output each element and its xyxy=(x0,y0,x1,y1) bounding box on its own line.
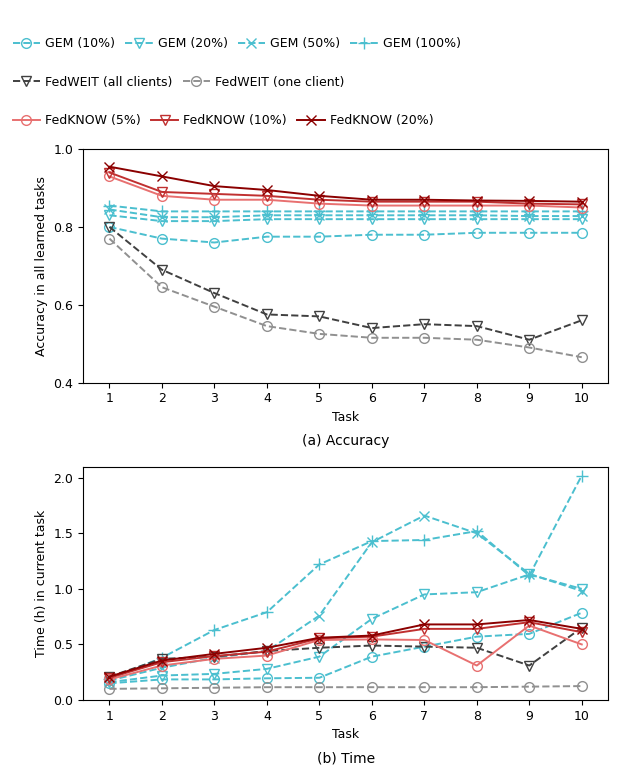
Y-axis label: Accuracy in all learned tasks: Accuracy in all learned tasks xyxy=(35,176,48,356)
Text: (b) Time: (b) Time xyxy=(317,751,374,765)
Legend: FedKNOW (5%), FedKNOW (10%), FedKNOW (20%): FedKNOW (5%), FedKNOW (10%), FedKNOW (20… xyxy=(13,114,433,127)
X-axis label: Task: Task xyxy=(332,411,359,424)
Text: (a) Accuracy: (a) Accuracy xyxy=(302,434,389,448)
Legend: FedWEIT (all clients), FedWEIT (one client): FedWEIT (all clients), FedWEIT (one clie… xyxy=(13,76,344,89)
X-axis label: Task: Task xyxy=(332,728,359,741)
Legend: GEM (10%), GEM (20%), GEM (50%), GEM (100%): GEM (10%), GEM (20%), GEM (50%), GEM (10… xyxy=(13,37,461,50)
Y-axis label: Time (h) in current task: Time (h) in current task xyxy=(35,509,48,657)
